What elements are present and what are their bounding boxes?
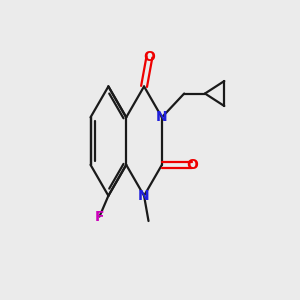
Text: N: N xyxy=(138,189,150,203)
Text: F: F xyxy=(95,210,104,224)
Text: O: O xyxy=(186,158,198,172)
Text: O: O xyxy=(143,50,155,64)
Text: N: N xyxy=(156,110,168,124)
